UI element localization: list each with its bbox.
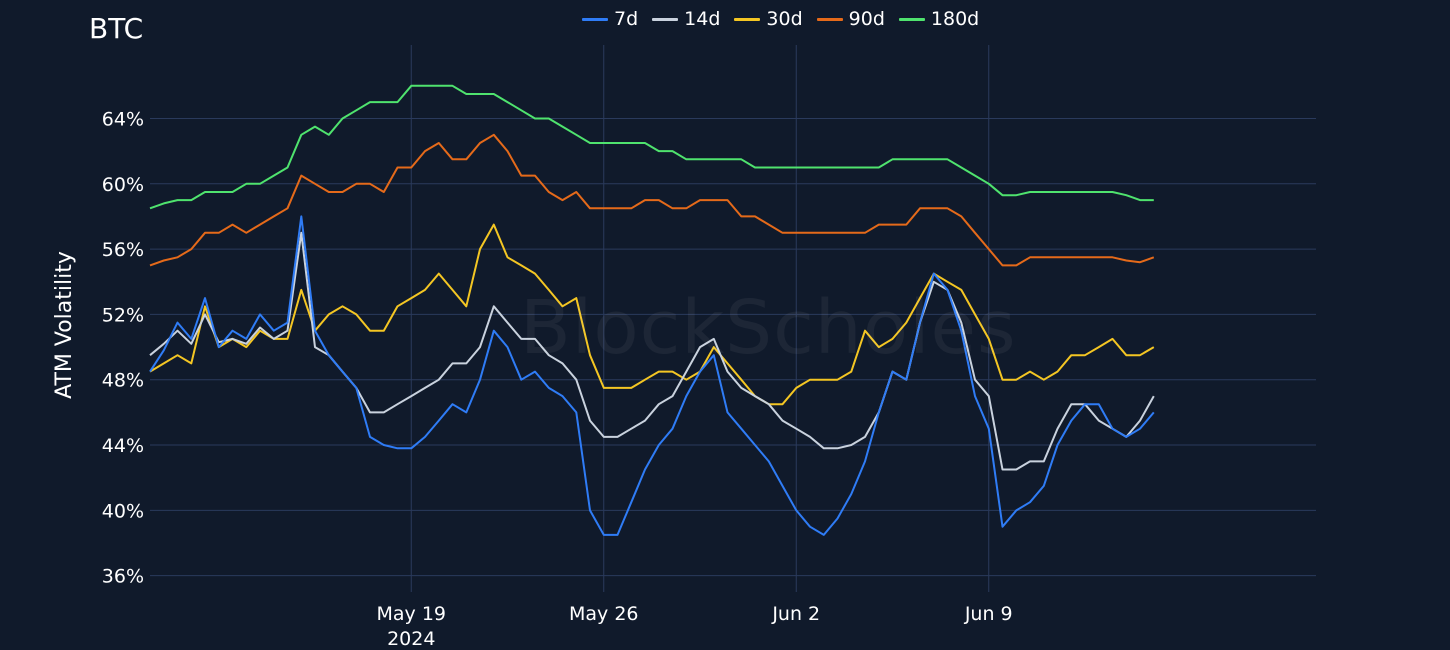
chart-title: BTC [89,12,144,45]
y-axis-label: ATM Volatility [52,251,77,399]
series-line-14d [149,231,1155,471]
y-tick-label-4: 52% [102,304,144,326]
series-line-30d [149,223,1155,406]
legend-swatch-180d [898,17,925,21]
legend-label-90d: 90d [848,8,885,30]
series-line-7d [149,215,1155,536]
legend-item-30d[interactable]: 30d [734,8,803,30]
legend-item-180d[interactable]: 180d [898,8,980,30]
series-lines [149,84,1155,536]
x-tick-sublabel-0: 2024 [387,628,435,650]
legend-item-90d[interactable]: 90d [816,8,885,30]
legend: 7d 14d 30d 90d 180d [582,6,979,32]
legend-item-7d[interactable]: 7d [582,8,638,30]
y-tick-label-2: 44% [102,435,144,457]
x-tick-label-3: Jun 9 [964,603,1013,625]
legend-swatch-30d [734,17,761,21]
x-axis: May 19 2024 May 26 Jun 2 Jun 9 [377,603,1013,650]
legend-label-180d: 180d [930,8,980,30]
legend-label-14d: 14d [684,8,721,30]
y-tick-label-6: 60% [102,174,144,196]
y-tick-label-1: 40% [102,500,144,522]
y-tick-label-0: 36% [102,566,144,588]
legend-item-14d[interactable]: 14d [652,8,720,30]
x-tick-label-0: May 19 [377,603,447,625]
legend-swatch-7d [582,17,608,21]
y-tick-label-5: 56% [102,239,144,261]
legend-label-30d: 30d [766,8,803,30]
y-axis: 36% 40% 44% 48% 52% 56% 60% 64% [102,108,144,587]
series-line-180d [149,84,1154,210]
legend-swatch-14d [652,17,679,21]
x-tick-label-1: May 26 [569,603,639,625]
x-tick-label-2: Jun 2 [771,603,820,625]
series-line-90d [149,133,1155,267]
legend-label-7d: 7d [614,8,639,30]
legend-swatch-90d [816,17,843,21]
y-tick-label-3: 48% [102,370,144,392]
y-tick-label-7: 64% [102,108,144,130]
